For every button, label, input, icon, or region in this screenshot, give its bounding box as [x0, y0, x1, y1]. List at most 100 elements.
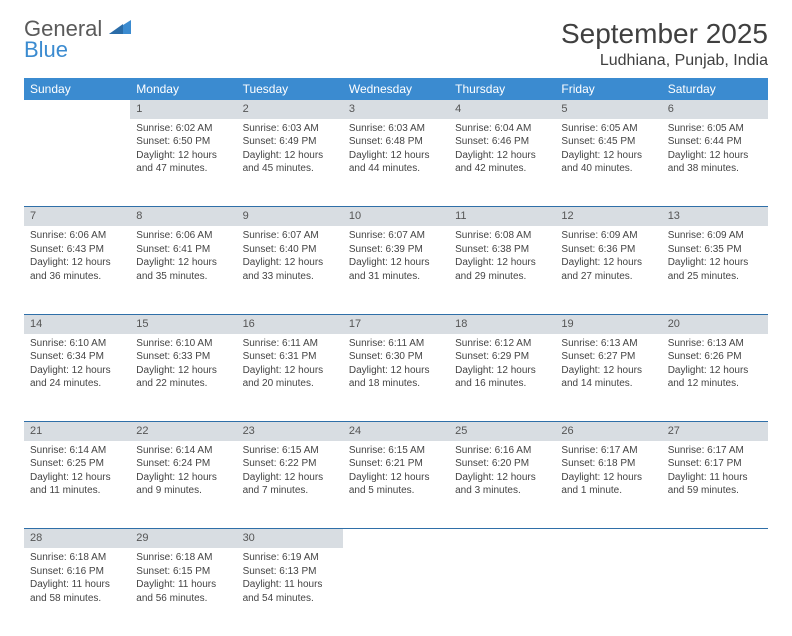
title-block: September 2025 Ludhiana, Punjab, India [561, 18, 768, 70]
weekday-header: Thursday [449, 78, 555, 100]
day-number-cell: 18 [449, 314, 555, 333]
sunset-line: Sunset: 6:34 PM [30, 350, 124, 364]
sunrise-line: Sunrise: 6:18 AM [30, 551, 124, 565]
sunset-line: Sunset: 6:25 PM [30, 457, 124, 471]
day-number-cell: 4 [449, 100, 555, 119]
day-details: Sunrise: 6:17 AMSunset: 6:17 PMDaylight:… [662, 441, 768, 504]
day-details: Sunrise: 6:13 AMSunset: 6:26 PMDaylight:… [662, 334, 768, 397]
day-number-cell: 5 [555, 100, 661, 119]
month-title: September 2025 [561, 18, 768, 50]
location: Ludhiana, Punjab, India [561, 52, 768, 70]
daylight-line: Daylight: 12 hours and 42 minutes. [455, 149, 549, 176]
day-body-cell: Sunrise: 6:07 AMSunset: 6:39 PMDaylight:… [343, 226, 449, 314]
day-number-row: 21222324252627 [24, 422, 768, 441]
day-details: Sunrise: 6:12 AMSunset: 6:29 PMDaylight:… [449, 334, 555, 397]
day-details: Sunrise: 6:19 AMSunset: 6:13 PMDaylight:… [237, 548, 343, 611]
day-details: Sunrise: 6:15 AMSunset: 6:22 PMDaylight:… [237, 441, 343, 504]
day-body-cell: Sunrise: 6:13 AMSunset: 6:26 PMDaylight:… [662, 334, 768, 422]
day-number-cell: 3 [343, 100, 449, 119]
day-number-cell: 21 [24, 422, 130, 441]
day-body-cell: Sunrise: 6:11 AMSunset: 6:30 PMDaylight:… [343, 334, 449, 422]
daylight-line: Daylight: 12 hours and 25 minutes. [668, 256, 762, 283]
sunset-line: Sunset: 6:16 PM [30, 565, 124, 579]
day-details: Sunrise: 6:02 AMSunset: 6:50 PMDaylight:… [130, 119, 236, 182]
weekday-header: Wednesday [343, 78, 449, 100]
sunset-line: Sunset: 6:50 PM [136, 135, 230, 149]
sunset-line: Sunset: 6:21 PM [349, 457, 443, 471]
daylight-line: Daylight: 12 hours and 36 minutes. [30, 256, 124, 283]
day-body-cell [555, 548, 661, 636]
day-details: Sunrise: 6:06 AMSunset: 6:43 PMDaylight:… [24, 226, 130, 289]
day-details: Sunrise: 6:10 AMSunset: 6:34 PMDaylight:… [24, 334, 130, 397]
sunrise-line: Sunrise: 6:09 AM [561, 229, 655, 243]
day-body-row: Sunrise: 6:14 AMSunset: 6:25 PMDaylight:… [24, 441, 768, 529]
daylight-line: Daylight: 12 hours and 35 minutes. [136, 256, 230, 283]
sunset-line: Sunset: 6:49 PM [243, 135, 337, 149]
day-body-cell: Sunrise: 6:05 AMSunset: 6:45 PMDaylight:… [555, 119, 661, 207]
day-details: Sunrise: 6:11 AMSunset: 6:31 PMDaylight:… [237, 334, 343, 397]
day-details: Sunrise: 6:10 AMSunset: 6:33 PMDaylight:… [130, 334, 236, 397]
day-body-cell: Sunrise: 6:10 AMSunset: 6:33 PMDaylight:… [130, 334, 236, 422]
sunset-line: Sunset: 6:36 PM [561, 243, 655, 257]
sunset-line: Sunset: 6:31 PM [243, 350, 337, 364]
daylight-line: Daylight: 12 hours and 16 minutes. [455, 364, 549, 391]
sunset-line: Sunset: 6:30 PM [349, 350, 443, 364]
day-number-cell: 1 [130, 100, 236, 119]
day-details: Sunrise: 6:04 AMSunset: 6:46 PMDaylight:… [449, 119, 555, 182]
day-body-cell: Sunrise: 6:09 AMSunset: 6:36 PMDaylight:… [555, 226, 661, 314]
day-body-cell: Sunrise: 6:14 AMSunset: 6:24 PMDaylight:… [130, 441, 236, 529]
sunrise-line: Sunrise: 6:07 AM [243, 229, 337, 243]
daylight-line: Daylight: 12 hours and 31 minutes. [349, 256, 443, 283]
day-details: Sunrise: 6:11 AMSunset: 6:30 PMDaylight:… [343, 334, 449, 397]
sunrise-line: Sunrise: 6:05 AM [561, 122, 655, 136]
day-number-row: 123456 [24, 100, 768, 119]
sunset-line: Sunset: 6:24 PM [136, 457, 230, 471]
daylight-line: Daylight: 12 hours and 5 minutes. [349, 471, 443, 498]
sunrise-line: Sunrise: 6:10 AM [30, 337, 124, 351]
weekday-header-row: Sunday Monday Tuesday Wednesday Thursday… [24, 78, 768, 100]
day-body-cell: Sunrise: 6:16 AMSunset: 6:20 PMDaylight:… [449, 441, 555, 529]
day-body-cell [343, 548, 449, 636]
day-body-cell: Sunrise: 6:10 AMSunset: 6:34 PMDaylight:… [24, 334, 130, 422]
sunrise-line: Sunrise: 6:13 AM [561, 337, 655, 351]
sunset-line: Sunset: 6:20 PM [455, 457, 549, 471]
day-body-cell: Sunrise: 6:06 AMSunset: 6:41 PMDaylight:… [130, 226, 236, 314]
day-details: Sunrise: 6:18 AMSunset: 6:15 PMDaylight:… [130, 548, 236, 611]
day-number-cell: 10 [343, 207, 449, 226]
day-number-cell: 20 [662, 314, 768, 333]
sunrise-line: Sunrise: 6:06 AM [136, 229, 230, 243]
day-body-cell: Sunrise: 6:18 AMSunset: 6:15 PMDaylight:… [130, 548, 236, 636]
daylight-line: Daylight: 12 hours and 7 minutes. [243, 471, 337, 498]
sunrise-line: Sunrise: 6:17 AM [561, 444, 655, 458]
logo-line2: Blue [24, 39, 131, 61]
daylight-line: Daylight: 12 hours and 27 minutes. [561, 256, 655, 283]
daylight-line: Daylight: 12 hours and 24 minutes. [30, 364, 124, 391]
day-details: Sunrise: 6:05 AMSunset: 6:44 PMDaylight:… [662, 119, 768, 182]
sunset-line: Sunset: 6:26 PM [668, 350, 762, 364]
day-details: Sunrise: 6:09 AMSunset: 6:36 PMDaylight:… [555, 226, 661, 289]
sunset-line: Sunset: 6:22 PM [243, 457, 337, 471]
day-body-cell: Sunrise: 6:02 AMSunset: 6:50 PMDaylight:… [130, 119, 236, 207]
sunset-line: Sunset: 6:17 PM [668, 457, 762, 471]
sunrise-line: Sunrise: 6:03 AM [243, 122, 337, 136]
calendar-table: Sunday Monday Tuesday Wednesday Thursday… [24, 78, 768, 636]
sunset-line: Sunset: 6:48 PM [349, 135, 443, 149]
daylight-line: Daylight: 12 hours and 11 minutes. [30, 471, 124, 498]
sunrise-line: Sunrise: 6:10 AM [136, 337, 230, 351]
day-number-cell: 7 [24, 207, 130, 226]
sunset-line: Sunset: 6:44 PM [668, 135, 762, 149]
day-number-cell: 19 [555, 314, 661, 333]
daylight-line: Daylight: 12 hours and 40 minutes. [561, 149, 655, 176]
day-number-cell: 12 [555, 207, 661, 226]
sunset-line: Sunset: 6:38 PM [455, 243, 549, 257]
day-number-cell: 15 [130, 314, 236, 333]
sunset-line: Sunset: 6:45 PM [561, 135, 655, 149]
day-body-row: Sunrise: 6:10 AMSunset: 6:34 PMDaylight:… [24, 334, 768, 422]
sunrise-line: Sunrise: 6:19 AM [243, 551, 337, 565]
daylight-line: Daylight: 12 hours and 38 minutes. [668, 149, 762, 176]
day-body-cell: Sunrise: 6:17 AMSunset: 6:18 PMDaylight:… [555, 441, 661, 529]
daylight-line: Daylight: 11 hours and 56 minutes. [136, 578, 230, 605]
day-number-cell [449, 529, 555, 548]
sunrise-line: Sunrise: 6:17 AM [668, 444, 762, 458]
day-number-cell: 2 [237, 100, 343, 119]
